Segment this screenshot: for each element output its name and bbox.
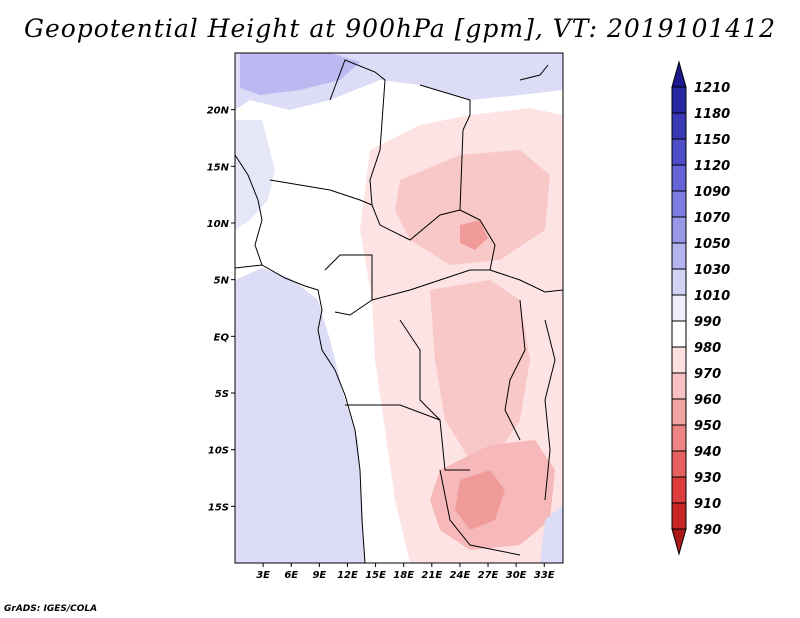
x-tick-label: 12E — [337, 570, 358, 581]
colorbar-label: 1120 — [694, 159, 730, 174]
colorbar-label: 1150 — [694, 133, 730, 148]
colorbar-label: 1030 — [694, 263, 730, 278]
y-tick-label: 10S — [208, 446, 229, 457]
colorbar-swatch — [671, 320, 687, 348]
colorbar-swatch — [671, 502, 687, 530]
y-tick-label: 5S — [215, 389, 229, 400]
colorbar-arrow-top — [671, 60, 687, 88]
y-tick-label: 20N — [207, 106, 230, 117]
colorbar-label: 1180 — [694, 107, 730, 122]
colorbar-swatch — [671, 190, 687, 218]
colorbar-swatch — [671, 398, 687, 426]
north-high-core — [240, 53, 360, 95]
map-frame — [234, 52, 564, 564]
colorbar-label: 960 — [694, 393, 721, 408]
map-field — [235, 53, 563, 563]
low-core-spot — [460, 220, 488, 250]
colorbar-swatch — [671, 268, 687, 296]
colorbar-label: 1210 — [694, 81, 730, 96]
colorbar-swatch — [671, 138, 687, 166]
colorbar-label: 980 — [694, 341, 721, 356]
colorbar-label: 1050 — [694, 237, 730, 252]
colorbar-arrow-bottom — [671, 528, 687, 556]
x-tick-label: 3E — [256, 570, 270, 581]
x-tick-label: 24E — [450, 570, 471, 581]
colorbar-swatch — [671, 86, 687, 114]
chart-title: Geopotential Height at 900hPa [gpm], VT:… — [23, 14, 777, 43]
colorbar-swatch — [671, 424, 687, 452]
colorbar-label: 910 — [694, 497, 721, 512]
y-tick-label: 10N — [207, 219, 230, 230]
y-axis: 20N 15N 10N 5N EQ 5S 10S 15S — [207, 106, 235, 513]
colorbar-label: 990 — [694, 315, 721, 330]
colorbar-label: 970 — [694, 367, 721, 382]
northwest-high — [235, 120, 275, 230]
x-tick-label: 9E — [312, 570, 326, 581]
low-core-central — [430, 280, 530, 460]
x-tick-label: 15E — [365, 570, 386, 581]
colorbar-swatch — [671, 372, 687, 400]
colorbar-label: 1090 — [694, 185, 730, 200]
low-core-north — [395, 150, 550, 265]
credit-label: GrADS: IGES/COLA — [4, 604, 98, 614]
colorbar: 1210 1180 1150 1120 1090 1070 1050 1030 1010 990 9… — [671, 60, 730, 556]
x-tick-label: 30E — [506, 570, 527, 581]
colorbar-swatch — [671, 450, 687, 478]
colorbar-swatch — [671, 242, 687, 270]
x-tick-label: 18E — [393, 570, 414, 581]
x-tick-label: 21E — [421, 570, 442, 581]
colorbar-swatch — [671, 112, 687, 140]
y-tick-label: 5N — [214, 276, 230, 287]
colorbar-label: 890 — [694, 523, 721, 538]
x-tick-label: 27E — [478, 570, 499, 581]
colorbar-swatch — [671, 476, 687, 504]
country-borders — [235, 59, 563, 563]
x-axis: 3E 6E 9E 12E 15E 18E 21E 24E 27E 30E 33E — [256, 563, 555, 581]
colorbar-label: 950 — [694, 419, 721, 434]
x-tick-label: 33E — [534, 570, 555, 581]
x-tick-label: 6E — [284, 570, 298, 581]
southeast-high — [540, 505, 563, 563]
colorbar-swatch — [671, 164, 687, 192]
y-tick-label: EQ — [214, 332, 230, 343]
colorbar-swatch — [671, 216, 687, 244]
colorbar-label: 940 — [694, 445, 721, 460]
colorbar-swatch — [671, 346, 687, 374]
y-tick-label: 15N — [207, 162, 230, 173]
colorbar-label: 1070 — [694, 211, 730, 226]
colorbar-swatch — [671, 294, 687, 322]
ocean-region — [235, 268, 365, 563]
low-core-deep — [455, 470, 505, 530]
colorbar-label: 1010 — [694, 289, 730, 304]
y-tick-label: 15S — [208, 502, 229, 513]
colorbar-label: 930 — [694, 471, 721, 486]
